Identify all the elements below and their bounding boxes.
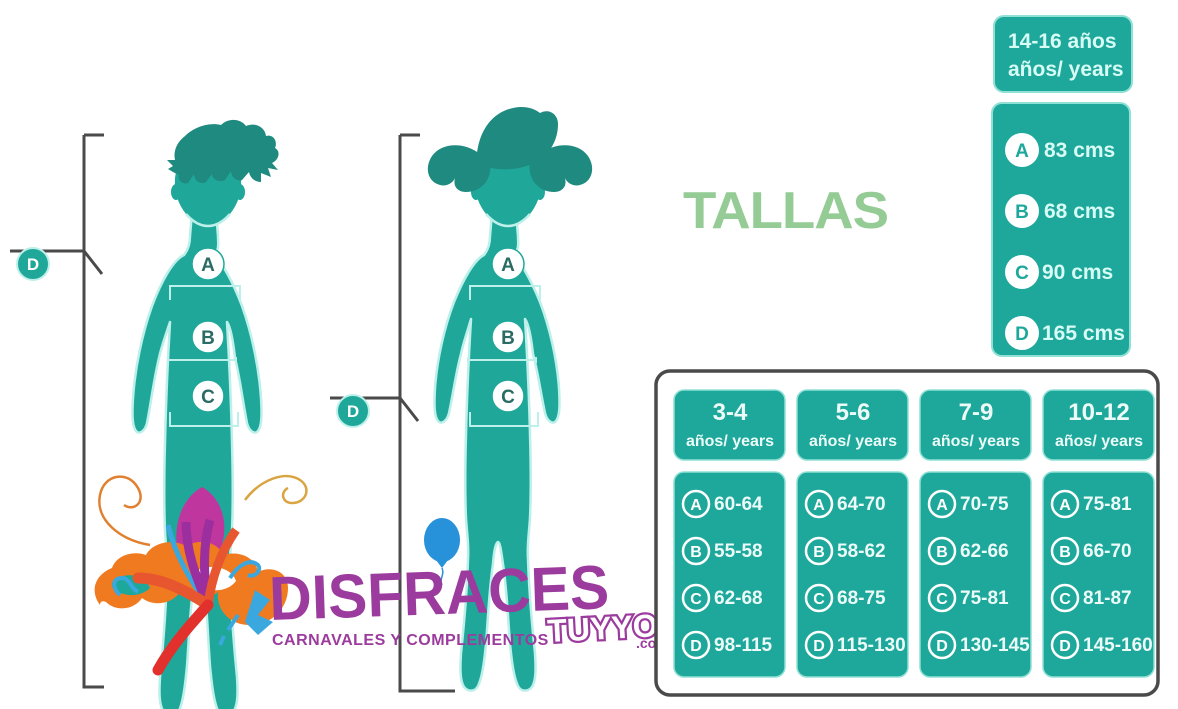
svg-text:64-70: 64-70	[837, 494, 886, 515]
svg-text:C: C	[813, 591, 825, 608]
svg-text:5-6: 5-6	[836, 399, 871, 426]
svg-text:62-66: 62-66	[960, 541, 1009, 562]
svg-text:90 cms: 90 cms	[1042, 261, 1113, 284]
svg-text:A: A	[1015, 141, 1029, 162]
svg-text:D: D	[813, 638, 825, 655]
svg-text:A: A	[501, 255, 515, 276]
svg-text:D: D	[347, 402, 359, 421]
svg-text:A: A	[813, 497, 825, 514]
svg-text:D: D	[936, 638, 948, 655]
svg-text:55-58: 55-58	[714, 541, 763, 562]
svg-text:83 cms: 83 cms	[1044, 139, 1115, 162]
svg-text:B: B	[1015, 202, 1029, 223]
svg-text:75-81: 75-81	[1083, 494, 1132, 515]
svg-text:B: B	[813, 544, 825, 561]
svg-text:CARNAVALES Y COMPLEMENTOS: CARNAVALES Y COMPLEMENTOS	[272, 632, 549, 649]
svg-text:C: C	[936, 591, 948, 608]
svg-text:70-75: 70-75	[960, 494, 1009, 515]
svg-text:68-75: 68-75	[837, 588, 886, 609]
svg-text:B: B	[501, 328, 515, 349]
svg-text:B: B	[201, 328, 215, 349]
svg-text:D: D	[27, 255, 39, 274]
svg-text:D: D	[690, 638, 702, 655]
svg-text:115-130: 115-130	[837, 635, 906, 656]
svg-text:C: C	[501, 387, 515, 408]
svg-text:3-4: 3-4	[713, 399, 748, 426]
svg-text:14-16 años: 14-16 años	[1008, 30, 1117, 53]
svg-text:A: A	[936, 497, 948, 514]
svg-text:165 cms: 165 cms	[1042, 322, 1125, 345]
svg-text:C: C	[690, 591, 702, 608]
svg-text:145-160: 145-160	[1083, 635, 1153, 656]
svg-text:B: B	[690, 544, 702, 561]
svg-text:C: C	[1059, 591, 1071, 608]
svg-text:81-87: 81-87	[1083, 588, 1132, 609]
svg-text:años/ years: años/ years	[1055, 433, 1143, 450]
svg-text:98-115: 98-115	[714, 635, 773, 656]
svg-text:años/ years: años/ years	[809, 433, 897, 450]
svg-text:7-9: 7-9	[959, 399, 994, 426]
svg-text:130-145: 130-145	[960, 635, 1030, 656]
svg-text:B: B	[1059, 544, 1071, 561]
svg-text:10-12: 10-12	[1068, 399, 1129, 426]
svg-text:C: C	[1015, 263, 1029, 284]
svg-text:TALLAS: TALLAS	[683, 182, 888, 240]
svg-text:B: B	[936, 544, 948, 561]
svg-text:58-62: 58-62	[837, 541, 886, 562]
svg-text:A: A	[1059, 497, 1071, 514]
svg-text:60-64: 60-64	[714, 494, 763, 515]
svg-text:A: A	[201, 255, 215, 276]
svg-text:años/ years: años/ years	[686, 433, 774, 450]
svg-text:D: D	[1059, 638, 1071, 655]
svg-text:62-68: 62-68	[714, 588, 763, 609]
svg-text:D: D	[1015, 324, 1029, 345]
svg-text:75-81: 75-81	[960, 588, 1009, 609]
svg-text:C: C	[201, 387, 215, 408]
svg-text:A: A	[690, 497, 702, 514]
svg-text:66-70: 66-70	[1083, 541, 1132, 562]
svg-text:68 cms: 68 cms	[1044, 200, 1115, 223]
svg-text:años/ years: años/ years	[1008, 58, 1124, 81]
svg-text:años/ years: años/ years	[932, 433, 1020, 450]
